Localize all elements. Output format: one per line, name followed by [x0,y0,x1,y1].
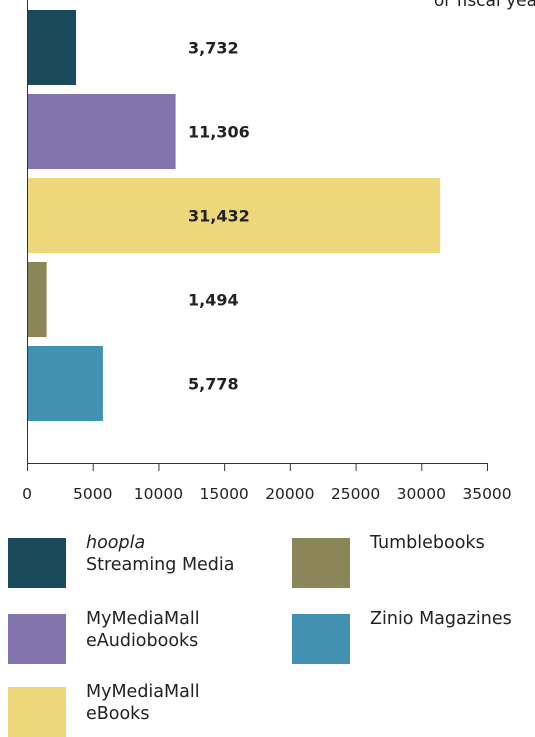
value-labels-group: 3,732 11,306 31,432 1,494 5,778 [188,39,250,394]
bar-hoopla-streaming-media [27,10,77,85]
x-tick-label: 30000 [397,485,446,503]
bar-mymediamall-eaudiobooks [27,94,176,169]
x-tick-label: 20000 [265,485,314,503]
x-tick-label: 35000 [462,485,511,503]
data-label-hoopla-streaming-media: 3,732 [188,39,239,58]
bars-group [27,10,441,421]
x-tick-label: 15000 [199,485,248,503]
x-tick-label: 5000 [73,485,112,503]
data-label-zinio-magazines: 5,778 [188,375,239,394]
x-tick-label: 25000 [331,485,380,503]
data-label-mymediamall-ebooks: 31,432 [188,207,250,226]
bar-tumblebooks [27,262,47,337]
x-tick-label: 10000 [134,485,183,503]
x-tick-label: 0 [22,485,32,503]
data-label-tumblebooks: 1,494 [188,291,239,310]
x-ticks-group: 0 5000 10000 15000 20000 25000 30000 35000 [22,463,512,503]
header-fragment-text: or fiscal yea [433,0,535,11]
bar-zinio-magazines [27,346,103,421]
bar-mymediamall-ebooks [27,178,441,253]
data-label-mymediamall-eaudiobooks: 11,306 [188,123,250,142]
